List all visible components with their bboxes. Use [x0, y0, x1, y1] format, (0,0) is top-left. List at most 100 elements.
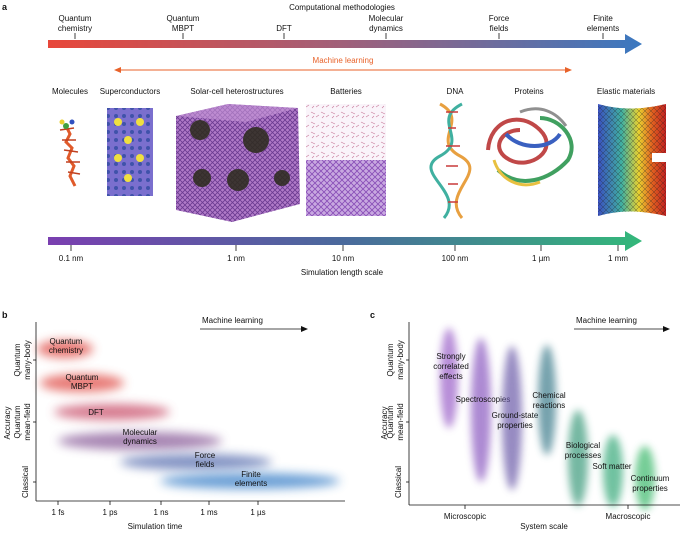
method-blob-label: MBPT: [71, 382, 93, 391]
method-blob: [40, 374, 124, 392]
y-group-label: many-body: [396, 340, 405, 380]
dna-image: [429, 102, 472, 219]
superconductors-image: [107, 108, 153, 196]
length-tick-labels: 0.1 nm 1 nm 10 nm 100 nm 1 µm 1 mm: [59, 245, 628, 263]
system-label: Superconductors: [100, 87, 160, 96]
panel-c-ml-label: Machine learning: [576, 316, 637, 325]
x-tick-label: 1 fs: [52, 508, 65, 517]
x-tick-label: 1 ms: [200, 508, 217, 517]
length-tick-label: 0.1 nm: [59, 254, 84, 263]
method-blob-label: Finite: [241, 470, 261, 479]
topic-blob-label: processes: [565, 451, 601, 460]
x-tick-label: Macroscopic: [606, 512, 651, 521]
panel-b-y-title: Accuracy: [3, 407, 12, 440]
machine-learning-span: Machine learning: [114, 56, 572, 73]
length-tick-label: 10 nm: [332, 254, 355, 263]
y-group-label: many-body: [23, 340, 32, 380]
system-labels: Molecules Superconductors Solar-cell heter…: [52, 87, 655, 96]
molecules-image: [59, 119, 81, 187]
panel-b-letter: b: [2, 310, 8, 320]
solar-cell-image: [176, 104, 300, 222]
proteins-image: [486, 107, 574, 187]
topic-blob-label: correlated: [433, 362, 469, 371]
length-tick-label: 1 mm: [608, 254, 628, 263]
panel-c-x-ticks: Microscopic Macroscopic: [444, 505, 651, 521]
topic-blob: [471, 338, 491, 482]
panel-c-letter: c: [370, 310, 375, 320]
method-blob-label: dynamics: [123, 437, 157, 446]
system-label: Elastic materials: [597, 87, 655, 96]
panel-c-axes: [408, 322, 680, 506]
system-label: Proteins: [514, 87, 543, 96]
machine-learning-label: Machine learning: [313, 56, 374, 65]
y-group-label: Classical: [394, 466, 403, 498]
y-group-label: Quantum: [386, 343, 395, 376]
method-blob-label: chemistry: [49, 346, 83, 355]
method-blob-label: Quantum: [50, 337, 83, 346]
method-blob: [160, 473, 340, 489]
topic-blob-label: Ground-state: [492, 411, 539, 420]
panel-c-x-title: System scale: [520, 522, 568, 531]
topic-blob: [538, 345, 556, 455]
topic-blob: [440, 328, 458, 428]
panel-b-x-title: Simulation time: [128, 522, 183, 531]
y-group-label: mean-field: [396, 403, 405, 440]
panel-b-ml-label: Machine learning: [202, 316, 263, 325]
method-label: Finite: [593, 14, 613, 23]
method-label: DFT: [276, 24, 292, 33]
system-label: Molecules: [52, 87, 88, 96]
method-blob-label: DFT: [88, 408, 104, 417]
method-label: Force: [489, 14, 510, 23]
topic-blob-label: Chemical: [532, 391, 566, 400]
method-blob-label: fields: [196, 460, 215, 469]
topic-blob-label: effects: [439, 372, 462, 381]
panel-c-y-title: Accuracy: [380, 407, 389, 440]
panel-b-x-ticks: 1 fs 1 ps 1 ns 1 ms 1 µs: [52, 501, 266, 517]
y-group-label: Classical: [21, 466, 30, 498]
method-blob: [37, 340, 93, 358]
y-group-label: mean-field: [23, 403, 32, 440]
x-tick-label: Microscopic: [444, 512, 486, 521]
topic-blob-label: Spectroscopies: [456, 395, 511, 404]
topic-blob-label: properties: [632, 484, 668, 493]
y-group-label: Quantum: [13, 343, 22, 376]
panel-a-letter: a: [2, 2, 8, 12]
top-axis-title: Computational methodologies: [289, 3, 395, 12]
length-tick-label: 1 µm: [532, 254, 550, 263]
panel-c-ml-arrow: Machine learning: [574, 316, 670, 332]
panel-b-axes: [35, 322, 345, 502]
batteries-image: [306, 104, 386, 216]
topic-blob-label: Continuum: [631, 474, 670, 483]
method-blob-label: Force: [195, 451, 216, 460]
method-blob: [58, 432, 222, 450]
topic-blob: [635, 446, 655, 510]
method-label: elements: [587, 24, 619, 33]
method-blob-label: elements: [235, 479, 267, 488]
method-blob: [120, 454, 272, 470]
length-tick-label: 100 nm: [442, 254, 469, 263]
topic-blob: [603, 435, 623, 507]
method-blob-label: Quantum: [66, 373, 99, 382]
topic-blob-label: Strongly: [436, 352, 465, 361]
topic-blob: [502, 346, 522, 490]
method-label: Quantum: [59, 14, 92, 23]
method-label: Quantum: [167, 14, 200, 23]
y-group-label: Quantum: [386, 405, 395, 438]
system-label: Solar-cell heterostructures: [190, 87, 283, 96]
length-scale-arrow: [48, 231, 642, 251]
topic-blob-label: reactions: [533, 401, 565, 410]
method-blob: [54, 404, 170, 420]
method-label: dynamics: [369, 24, 403, 33]
method-label: fields: [490, 24, 509, 33]
topic-blob-label: Soft matter: [592, 462, 631, 471]
panel-b-methods: QuantumchemistryQuantumMBPTDFTMoleculard…: [37, 337, 340, 489]
x-tick-label: 1 µs: [250, 508, 265, 517]
y-group-label: Quantum: [13, 405, 22, 438]
method-label: chemistry: [58, 24, 92, 33]
topic-blob: [568, 410, 588, 506]
